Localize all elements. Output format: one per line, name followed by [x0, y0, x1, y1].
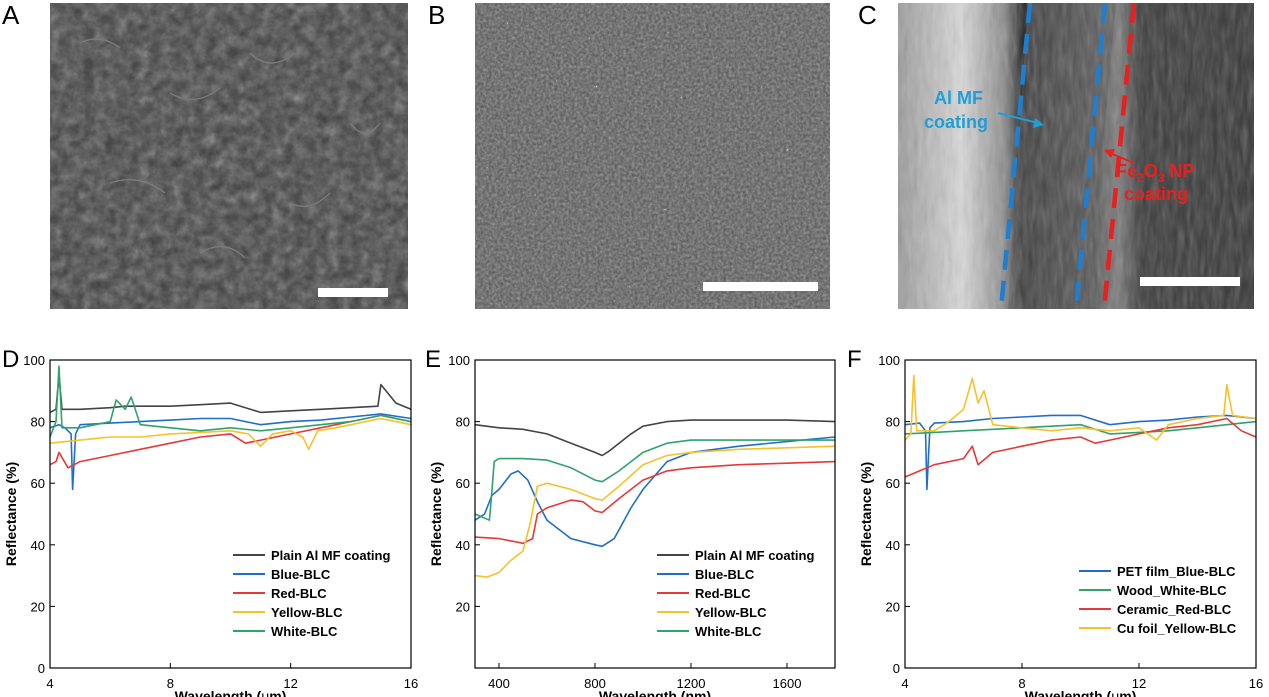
chart-e-legend-label-2: Red-BLC: [695, 586, 751, 601]
chart-f-xtick-label-1: 8: [1018, 676, 1025, 691]
chart-f-frame: [904, 359, 1257, 669]
panel-label-b: B: [428, 0, 446, 30]
chart-f-series-0: [904, 414, 1257, 491]
al-boundary-right-line: [1073, 3, 1108, 309]
chart-e: E 400 800 1200 1600 20 40 60 80 100 Wavelength (nm…: [425, 346, 836, 697]
chart-d-xtick-label-3: 16: [404, 676, 418, 691]
sem-image-a: [50, 3, 408, 309]
fe-pointer-arrow: [1109, 152, 1135, 164]
chart-d-legend-label-4: White-BLC: [271, 624, 338, 639]
chart-f-ytick-label-0: 0: [893, 661, 900, 676]
chart-f-xtick-label-2: 12: [1132, 676, 1146, 691]
al-label-line2: coating: [924, 112, 988, 132]
al-boundary-left-line: [998, 3, 1033, 309]
chart-e-ytick-label-0: 20: [456, 599, 470, 614]
panel-label-a: A: [2, 0, 20, 30]
chart-f-legend-label-3: Cu foil_Yellow-BLC: [1117, 621, 1237, 636]
chart-e-xtick-label-2: 1200: [677, 676, 706, 691]
chart-d-frame: [49, 359, 412, 669]
sem-image-b: [475, 3, 830, 309]
chart-d-legend-label-3: Yellow-BLC: [271, 605, 343, 620]
scale-bar-b: [703, 282, 818, 291]
chart-e-series-2: [474, 460, 836, 545]
chart-d-xlabel: Wavelength (μm): [175, 688, 287, 697]
chart-d-series-0: [49, 374, 412, 414]
chart-d-legend-label-1: Blue-BLC: [271, 567, 331, 582]
panel-label-d: D: [2, 346, 19, 373]
chart-e-ytick-label-3: 80: [456, 415, 470, 430]
chart-f-xtick-label-3: 16: [1249, 676, 1263, 691]
chart-e-xlabel: Wavelength (nm): [599, 688, 711, 697]
chart-d-ytick-label-1: 20: [31, 599, 45, 614]
chart-d-ytick-label-0: 0: [38, 661, 45, 676]
chart-f: F 4 8 12 16 0 20 40 60 80 100 Wavelength (μm) Reflec…: [847, 346, 1263, 697]
chart-d-ytick-label-3: 60: [31, 476, 45, 491]
chart-d-series-4: [49, 365, 412, 438]
chart-f-series-1: [904, 420, 1257, 435]
chart-d-series-3: [49, 417, 412, 451]
chart-f-ylabel: Reflectance (%): [858, 462, 874, 566]
chart-e-legend-label-1: Blue-BLC: [695, 567, 755, 582]
sem-texture-a: [50, 3, 408, 309]
al-label-line1: Al MF: [934, 88, 983, 108]
chart-d-series-1: [49, 413, 412, 491]
chart-e-frame: [474, 359, 836, 669]
panel-label-c: C: [858, 0, 877, 30]
chart-e-ylabel: Reflectance (%): [428, 462, 444, 566]
chart-f-legend-label-1: Wood_White-BLC: [1117, 583, 1227, 598]
scale-bar-a: [318, 288, 388, 297]
chart-d-ytick-label-5: 100: [23, 353, 45, 368]
chart-f-xlabel: Wavelength (μm): [1025, 688, 1137, 697]
al-pointer-arrow: [997, 112, 1039, 124]
chart-e-series-1: [474, 436, 836, 548]
sem-image-c: Al MF coating Fe2O3 NP coating: [898, 3, 1254, 309]
chart-d-ylabel: Reflectance (%): [3, 462, 19, 566]
scale-bar-c: [1140, 277, 1240, 286]
chart-d-series-2: [49, 414, 412, 469]
chart-e-ytick-label-1: 40: [456, 538, 470, 553]
chart-f-legend-label-0: PET film_Blue-BLC: [1117, 564, 1236, 579]
chart-e-series-3: [474, 445, 836, 578]
chart-f-ytick-label-4: 80: [886, 415, 900, 430]
chart-d: D 4 8 12 16 0 20 40 60 80 100 Wavelength (μm) Reflec…: [2, 346, 418, 697]
chart-d-ytick-label-4: 80: [31, 415, 45, 430]
fe-label-line2: coating: [1124, 184, 1188, 204]
chart-e-legend-label-4: White-BLC: [695, 624, 762, 639]
chart-f-ytick-label-5: 100: [878, 353, 900, 368]
sem-texture-b: [475, 3, 830, 309]
chart-d-xtick-label-0: 4: [46, 676, 53, 691]
chart-f-xtick-label-0: 4: [901, 676, 908, 691]
chart-d-xtick-label-2: 12: [283, 676, 297, 691]
chart-e-series-0: [474, 419, 836, 457]
chart-d-ytick-label-2: 40: [31, 538, 45, 553]
panel-label-f: F: [847, 346, 862, 373]
panel-label-e: E: [425, 346, 441, 373]
chart-e-xtick-label-1: 800: [584, 676, 606, 691]
chart-e-ytick-label-4: 100: [448, 353, 470, 368]
chart-f-series-2: [904, 417, 1257, 478]
chart-f-legend-label-2: Ceramic_Red-BLC: [1117, 602, 1232, 617]
chart-e-legend-label-3: Yellow-BLC: [695, 605, 767, 620]
fe-label-line1: Fe2O3 NP: [1116, 161, 1194, 185]
chart-f-ytick-label-2: 40: [886, 538, 900, 553]
chart-e-ytick-label-2: 60: [456, 476, 470, 491]
chart-d-legend-label-2: Red-BLC: [271, 586, 327, 601]
sem-cross-section: Al MF coating Fe2O3 NP coating: [898, 3, 1254, 309]
chart-e-xtick-label-3: 1600: [773, 676, 802, 691]
chart-f-ytick-label-3: 60: [886, 476, 900, 491]
fe-boundary-line: [1101, 3, 1137, 309]
chart-f-series-3: [904, 374, 1257, 441]
chart-d-legend-label-0: Plain Al MF coating: [271, 548, 390, 563]
chart-e-xtick-label-0: 400: [488, 676, 510, 691]
chart-e-legend-label-0: Plain Al MF coating: [695, 548, 814, 563]
chart-d-xtick-label-1: 8: [167, 676, 174, 691]
chart-e-series-4: [474, 439, 835, 521]
chart-f-ytick-label-1: 20: [886, 599, 900, 614]
